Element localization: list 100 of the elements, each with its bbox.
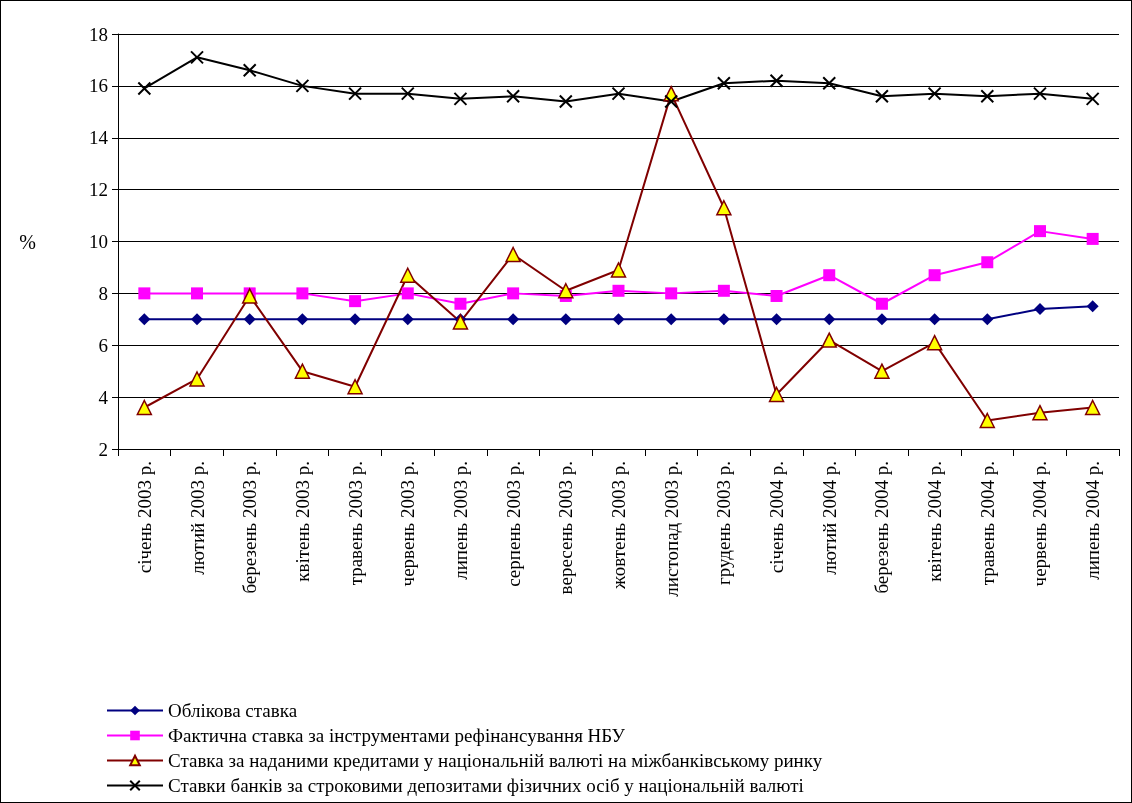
point [610,262,627,278]
point [1085,91,1100,106]
x-tick-label: вересень 2003 р. [555,461,577,595]
point [875,297,888,310]
point [559,313,572,326]
x-tick-label: лютий 2003 р. [186,461,208,575]
point [452,314,469,330]
point [400,267,416,283]
point [611,86,626,101]
point [454,297,467,310]
point [400,86,415,101]
legend-label: Фактична ставка за інструментами рефінансування НБУ [168,725,626,746]
point [770,289,783,302]
point [612,313,625,326]
point [190,50,205,65]
point [189,371,205,387]
point [1033,302,1046,315]
point [1032,86,1047,101]
point [821,332,837,348]
point [507,313,520,326]
point [401,313,414,326]
point [665,313,678,326]
point [295,78,310,93]
point [716,200,732,216]
point [296,287,309,300]
point [453,91,468,106]
point [664,94,679,109]
x-tick-label: грудень 2003 р. [713,461,735,586]
x-tick-label: травень 2004 р. [976,461,998,586]
point [138,287,151,300]
point [349,295,362,308]
point [717,313,730,326]
x-tick-label: квітень 2004 р. [924,461,946,582]
y-tick-label: 2 [98,438,108,460]
point [243,313,256,326]
y-tick-label: 10 [89,231,108,252]
x-tick-label: липень 2003 р. [449,461,471,580]
y-tick-label: 14 [89,127,109,149]
point [1032,404,1048,421]
point [1084,399,1101,416]
x-tick-label: травень 2003 р. [344,461,366,586]
x-tick-label: липень 2004 р. [1082,461,1104,580]
legend-label: Ставка за наданими кредитами у національній валюті на міжбанківському ринку [168,750,823,771]
point [558,283,574,299]
point [717,284,730,297]
point [927,86,942,101]
point [928,269,941,282]
point [558,94,573,109]
point [506,89,521,104]
x-tick-label: червень 2004 р. [1029,461,1051,587]
point [770,313,783,326]
point [401,287,414,300]
point [874,89,889,104]
point [136,399,153,416]
x-tick-label: червень 2003 р. [397,461,419,587]
x-tick-label: листопад 2003 р. [660,461,682,597]
point [347,379,363,395]
point [191,313,204,326]
point [874,363,890,379]
point [823,313,836,326]
point [296,313,309,326]
point [191,287,204,300]
point [875,313,888,326]
point [241,288,258,304]
point [349,313,362,326]
x-tick-label: лютий 2004 р. [818,461,840,575]
y-tick-label: 12 [89,179,108,201]
x-tick-label: жовтень 2003 р. [608,461,629,590]
point [507,287,520,300]
point [1086,232,1099,245]
point [505,246,521,263]
point [138,313,151,326]
point [823,269,836,282]
y-tick-label: 8 [98,282,108,304]
y-tick-label: 4 [98,386,109,408]
point [716,76,731,91]
point [665,287,678,300]
point [348,86,363,101]
x-tick-label: березень 2003 р. [239,461,261,594]
point [242,63,257,78]
point [981,256,994,269]
y-axis-title: % [19,230,36,253]
x-tick-label: січень 2004 р. [766,461,788,574]
x-tick-label: січень 2003 р. [133,461,155,574]
x-tick-label: серпень 2003 р. [502,461,524,587]
y-tick-label: 6 [98,334,108,356]
point [928,313,941,326]
point [769,73,784,88]
legend-label: Облікова ставка [168,700,298,721]
point [980,89,995,104]
point [979,412,996,429]
point [768,386,785,403]
point [1033,225,1046,238]
x-tick-label: березень 2004 р. [871,461,893,594]
y-tick-label: 18 [89,23,108,45]
point [1086,300,1099,313]
point [294,363,311,379]
legend-label: Ставки банків за строковими депозитами фізичних осіб у національній валюті [168,775,804,796]
point [981,313,994,326]
point [612,284,625,297]
